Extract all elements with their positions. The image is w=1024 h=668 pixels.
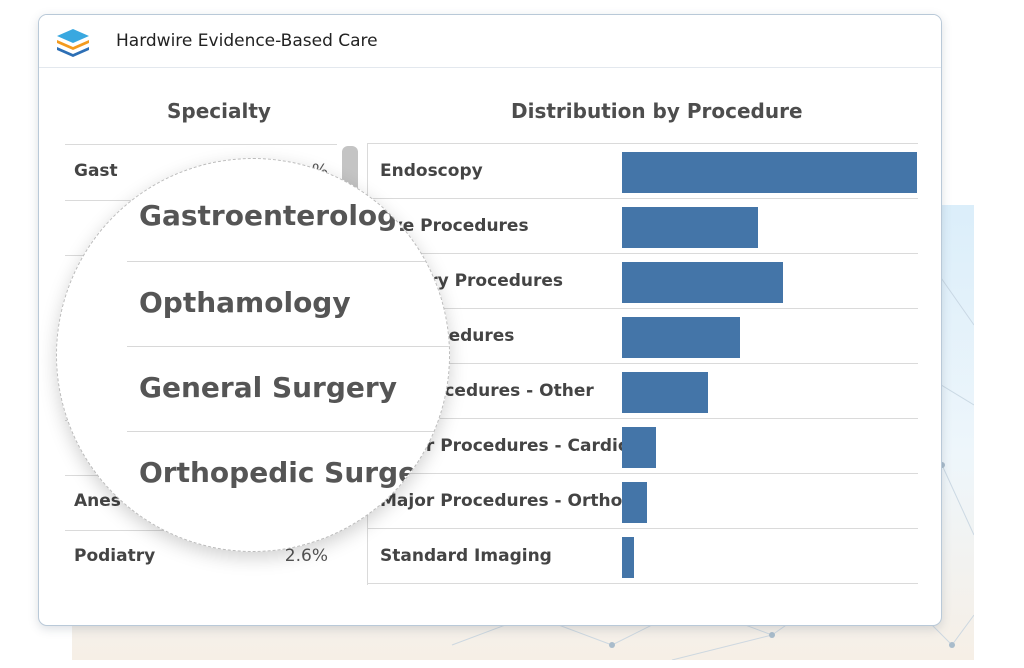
magnifier-lens: Gastroenterology Opthamology General Sur…: [56, 158, 450, 552]
specialty-name: Podiatry: [74, 546, 156, 566]
magnified-row: Gastroenterology: [127, 177, 449, 262]
specialty-name: Gast: [74, 161, 118, 181]
procedure-row[interactable]: or Procedures: [368, 308, 918, 363]
procedure-bar[interactable]: [622, 482, 647, 523]
procedure-row[interactable]: Standard Imaging: [368, 528, 918, 584]
procedure-row[interactable]: jor Procedures - Other: [368, 363, 918, 418]
procedure-bar[interactable]: [622, 537, 634, 578]
distribution-heading: Distribution by Procedure: [511, 99, 803, 123]
window-title: Hardwire Evidence-Based Care: [116, 31, 378, 51]
magnified-specialty-label: Gastroenterology: [139, 199, 416, 232]
magnified-row: Orthopedic Surgery: [127, 432, 450, 516]
procedure-row[interactable]: ulatory Procedures: [368, 253, 918, 308]
magnified-specialty-label: Orthopedic Surgery: [139, 456, 450, 489]
magnified-row: General Surgery: [127, 347, 449, 432]
procedure-row[interactable]: Endoscopy: [368, 143, 918, 198]
app-window: Hardwire Evidence-Based Care Specialty D…: [38, 14, 942, 626]
procedure-bar[interactable]: [622, 372, 708, 413]
procedure-bar[interactable]: [622, 152, 917, 193]
magnified-specialty-label: General Surgery: [139, 371, 397, 404]
procedure-distribution-list: Endoscopy Eye Procedures ulatory Procedure…: [367, 143, 918, 585]
procedure-row[interactable]: Eye Procedures: [368, 198, 918, 253]
procedure-bar[interactable]: [622, 427, 656, 468]
specialty-name: Anes: [74, 491, 121, 511]
procedure-row[interactable]: Major Procedures - Ortho: [368, 473, 918, 528]
procedure-row[interactable]: Major Procedures - Cardio: [368, 418, 918, 473]
specialty-row[interactable]: Podiatry 2.6%: [65, 530, 337, 585]
title-bar: Hardwire Evidence-Based Care: [39, 15, 941, 68]
specialty-heading: Specialty: [167, 99, 271, 123]
procedure-label: Major Procedures - Ortho: [380, 491, 623, 511]
procedure-bar[interactable]: [622, 262, 783, 303]
magnified-specialty-label: Opthamology: [139, 286, 351, 319]
procedure-label: Endoscopy: [380, 161, 483, 181]
procedure-bar[interactable]: [622, 207, 758, 248]
stacked-layers-logo-icon: [57, 29, 89, 57]
procedure-label: Major Procedures - Cardio: [380, 436, 630, 456]
procedure-label: Standard Imaging: [380, 546, 552, 566]
procedure-bar[interactable]: [622, 317, 740, 358]
specialty-percent: 2.6%: [284, 546, 328, 566]
procedure-label: Eye Procedures: [380, 216, 529, 236]
magnified-row: Opthamology: [127, 262, 449, 347]
